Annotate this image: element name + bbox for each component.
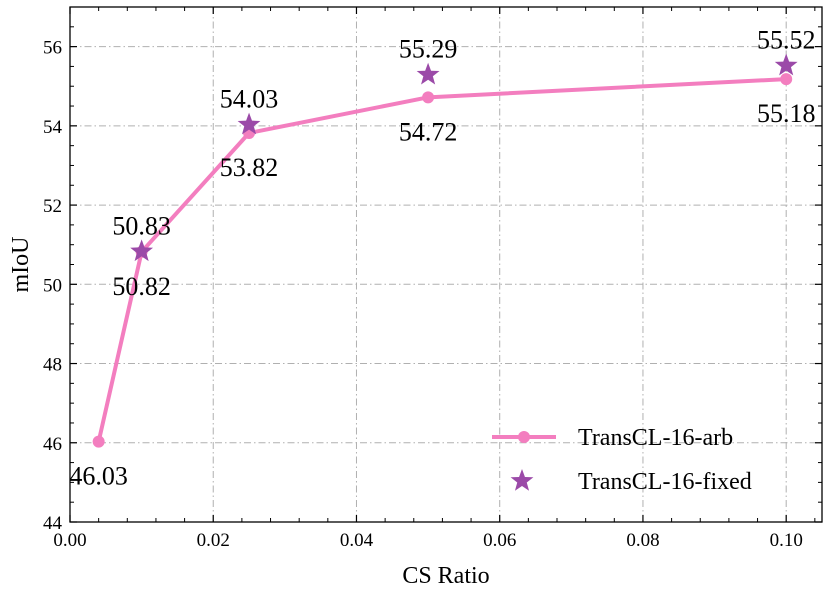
x-tick-label: 0.06 (483, 530, 516, 551)
data-label-arb: 54.72 (399, 117, 458, 146)
y-tick-label: 48 (43, 355, 62, 376)
data-label-arb: 50.82 (112, 272, 171, 301)
data-label-arb: 53.82 (220, 153, 279, 182)
axis-ticks: 0.00 0.02 0.04 0.06 0.08 0.10 44 46 48 50 52 54 56 (43, 7, 822, 551)
data-point-fixed (774, 53, 798, 76)
legend-entry-fixed: TransCL-16-fixed (578, 469, 752, 495)
data-point-fixed (237, 112, 261, 135)
y-tick-label: 54 (43, 117, 63, 138)
x-tick-label: 0.10 (770, 530, 803, 551)
legend: TransCL-16-arb TransCL-16-fixed (492, 425, 752, 495)
x-tick-label: 0.04 (340, 530, 374, 551)
data-labels: 46.03 50.82 53.82 54.72 55.18 50.83 54.03 55.29… (69, 26, 815, 491)
legend-swatch-circle (518, 431, 530, 443)
y-tick-label: 56 (43, 38, 62, 59)
plot-area (92, 53, 798, 448)
y-tick-label: 44 (43, 513, 63, 534)
data-label-arb: 55.18 (757, 99, 816, 128)
data-label-fixed: 55.29 (399, 35, 458, 64)
x-tick-label: 0.08 (626, 530, 659, 551)
data-point-arb (780, 73, 793, 86)
data-label-fixed: 55.52 (757, 26, 816, 55)
x-tick-label: 0.02 (197, 530, 230, 551)
data-point-fixed (416, 62, 440, 85)
data-point-fixed (130, 239, 154, 262)
x-tick-label: 0.00 (53, 530, 86, 551)
y-tick-label: 52 (43, 196, 62, 217)
x-axis-title: CS Ratio (402, 563, 489, 589)
data-label-arb: 46.03 (69, 462, 128, 491)
data-point-arb (422, 91, 435, 104)
legend-swatch-star (510, 469, 534, 491)
y-tick-label: 46 (43, 434, 62, 455)
data-label-fixed: 54.03 (220, 85, 279, 114)
data-point-arb (92, 435, 105, 448)
data-label-fixed: 50.83 (112, 211, 171, 240)
legend-entry-arb: TransCL-16-arb (578, 425, 733, 451)
grid (70, 7, 822, 522)
y-axis-title: mIoU (8, 237, 34, 293)
y-tick-label: 50 (43, 275, 62, 296)
